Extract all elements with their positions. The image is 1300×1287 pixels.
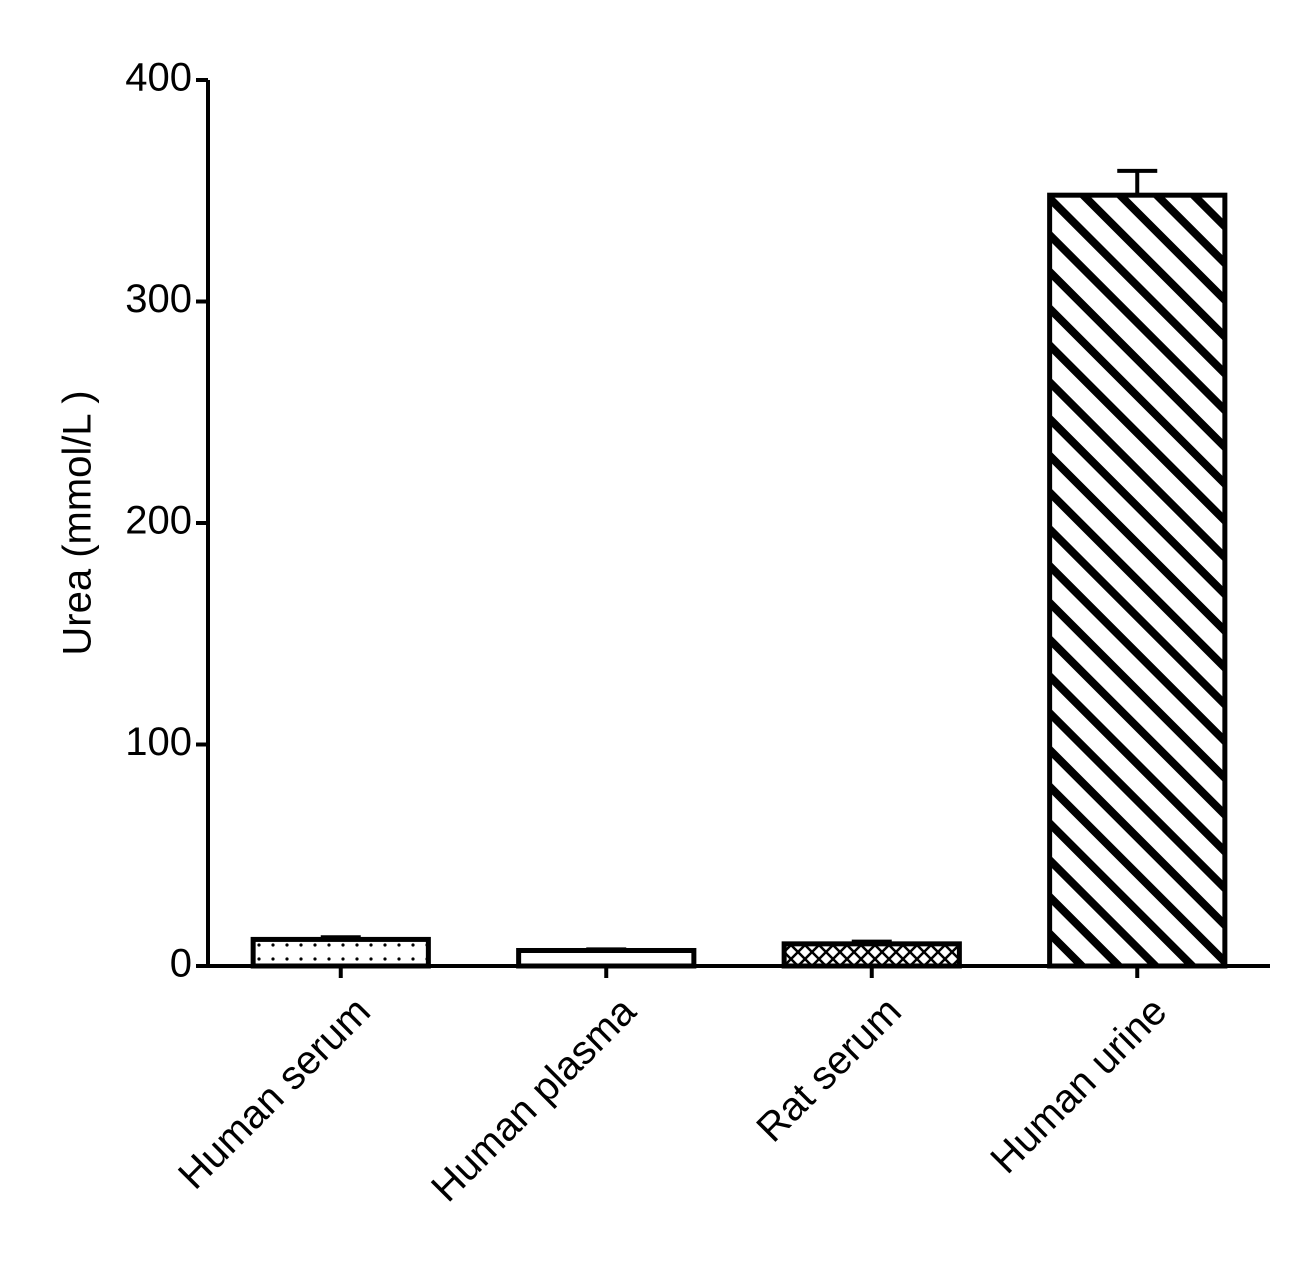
bar (516, 947, 697, 969)
x-tick-label: Rat serum (748, 989, 910, 1151)
x-tick-label: Human urine (982, 989, 1175, 1182)
y-tick-label: 100 (125, 720, 192, 764)
x-tick-label: Human plasma (423, 989, 645, 1211)
y-tick-label: 400 (125, 56, 192, 100)
bar (781, 941, 962, 969)
y-tick-label: 200 (125, 499, 192, 543)
y-axis-label: Urea (mmol/L ) (56, 390, 100, 655)
x-tick-label: Human serum (170, 989, 379, 1198)
bar (250, 936, 431, 969)
y-tick-label: 0 (170, 942, 192, 986)
y-tick-label: 300 (125, 277, 192, 321)
bar (1047, 192, 1228, 969)
